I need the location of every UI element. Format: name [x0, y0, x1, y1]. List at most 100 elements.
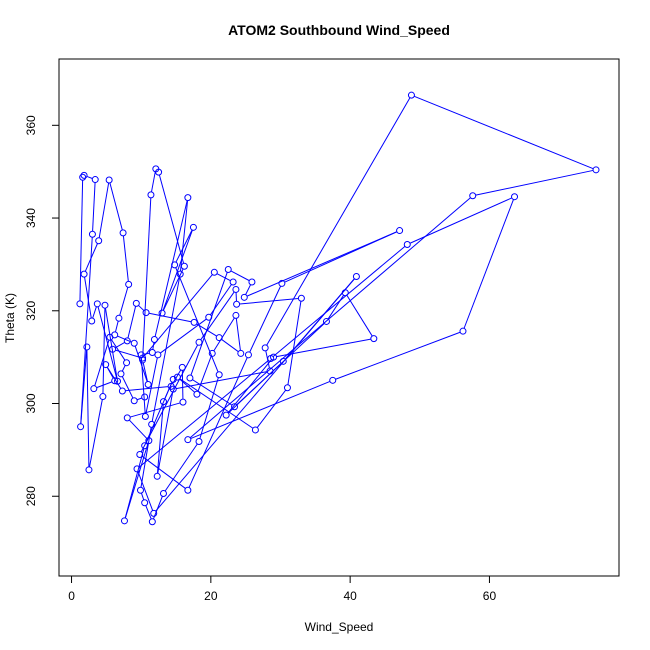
series-segment: [145, 381, 173, 444]
y-axis-label: Theta (K): [3, 293, 17, 343]
data-point: [145, 437, 153, 445]
series-segment: [172, 369, 182, 385]
series-segment: [137, 471, 154, 511]
series-segment: [136, 397, 143, 401]
series-segment: [181, 370, 184, 400]
series-segment: [140, 357, 146, 414]
data-point: [141, 393, 149, 401]
data-point: [278, 279, 286, 287]
data-point: [153, 472, 161, 480]
data-point: [123, 414, 131, 422]
data-point: [195, 438, 203, 446]
series-segment: [158, 174, 185, 264]
series-segment: [127, 306, 137, 339]
data-point: [117, 370, 125, 378]
series-segment: [463, 199, 514, 329]
y-tick-label: 340: [24, 208, 38, 228]
data-point: [148, 420, 156, 428]
data-point: [184, 486, 192, 494]
data-point: [222, 411, 230, 419]
data-point: [195, 338, 203, 346]
data-point: [80, 171, 88, 179]
series-segment: [335, 331, 461, 380]
data-point: [139, 354, 147, 362]
data-point: [141, 442, 149, 450]
series-segment: [84, 243, 98, 272]
data-point: [189, 223, 197, 231]
data-point: [232, 285, 240, 293]
series-segment: [175, 267, 219, 373]
data-point: [80, 270, 88, 278]
data-point: [130, 339, 138, 347]
data-point: [171, 261, 179, 269]
series-segment: [346, 294, 373, 337]
data-point: [95, 237, 103, 245]
data-point: [511, 193, 519, 201]
series-segment: [246, 231, 398, 297]
series-segment: [199, 377, 219, 439]
data-point: [267, 355, 275, 363]
series-segment: [128, 419, 148, 439]
data-point: [111, 377, 119, 385]
series-segment: [92, 306, 97, 319]
series-segment: [79, 180, 84, 301]
series-segment: [106, 366, 114, 379]
data-point: [137, 351, 145, 359]
series-segment: [151, 171, 156, 193]
data-point: [179, 398, 187, 406]
data-point: [237, 349, 245, 357]
chart-title: ATOM2 Southbound Wind_Speed: [228, 22, 450, 38]
data-point: [244, 351, 252, 359]
data-point: [147, 191, 155, 199]
series-segment: [141, 455, 186, 489]
data-point: [133, 465, 141, 473]
series-segment: [98, 182, 110, 238]
data-point: [297, 294, 305, 302]
data-point: [123, 359, 131, 367]
data-point: [190, 318, 198, 326]
series-segment: [249, 285, 282, 353]
data-point: [283, 384, 291, 392]
data-point: [341, 289, 349, 297]
data-point: [120, 517, 128, 525]
series-segment: [119, 287, 129, 316]
series-segment: [94, 339, 110, 386]
data-point: [184, 436, 192, 444]
x-axis-label: Wind_Speed: [305, 620, 374, 634]
series-segment: [230, 270, 250, 282]
data-point: [79, 173, 87, 181]
series-segment: [139, 360, 269, 468]
data-point: [150, 336, 158, 344]
series-segment: [239, 298, 299, 305]
data-point: [396, 227, 404, 235]
x-tick-label: 60: [483, 589, 497, 603]
data-point: [77, 423, 85, 431]
data-point: [261, 344, 269, 352]
data-point: [186, 374, 194, 382]
series-segment: [97, 306, 118, 379]
data-point: [407, 91, 415, 99]
series-segment: [154, 200, 188, 337]
data-point: [167, 382, 175, 390]
x-tick-label: 40: [343, 589, 357, 603]
data-point: [99, 393, 107, 401]
series-segment: [245, 284, 252, 295]
y-tick-label: 280: [24, 486, 38, 506]
series-segment: [114, 341, 125, 349]
data-point: [118, 387, 126, 395]
data-point: [123, 337, 131, 345]
data-point: [85, 466, 93, 474]
series-segment: [175, 229, 193, 263]
series-segment: [162, 229, 193, 311]
series-segment: [188, 357, 248, 488]
data-point: [148, 518, 156, 526]
data-point: [215, 371, 223, 379]
data-point: [139, 356, 147, 364]
series-segment: [179, 200, 189, 272]
x-tick-label: 0: [68, 589, 75, 603]
data-point: [469, 192, 477, 200]
data-point: [88, 317, 96, 325]
series-segment: [152, 342, 155, 350]
data-point: [150, 509, 158, 517]
data-point: [136, 451, 144, 459]
